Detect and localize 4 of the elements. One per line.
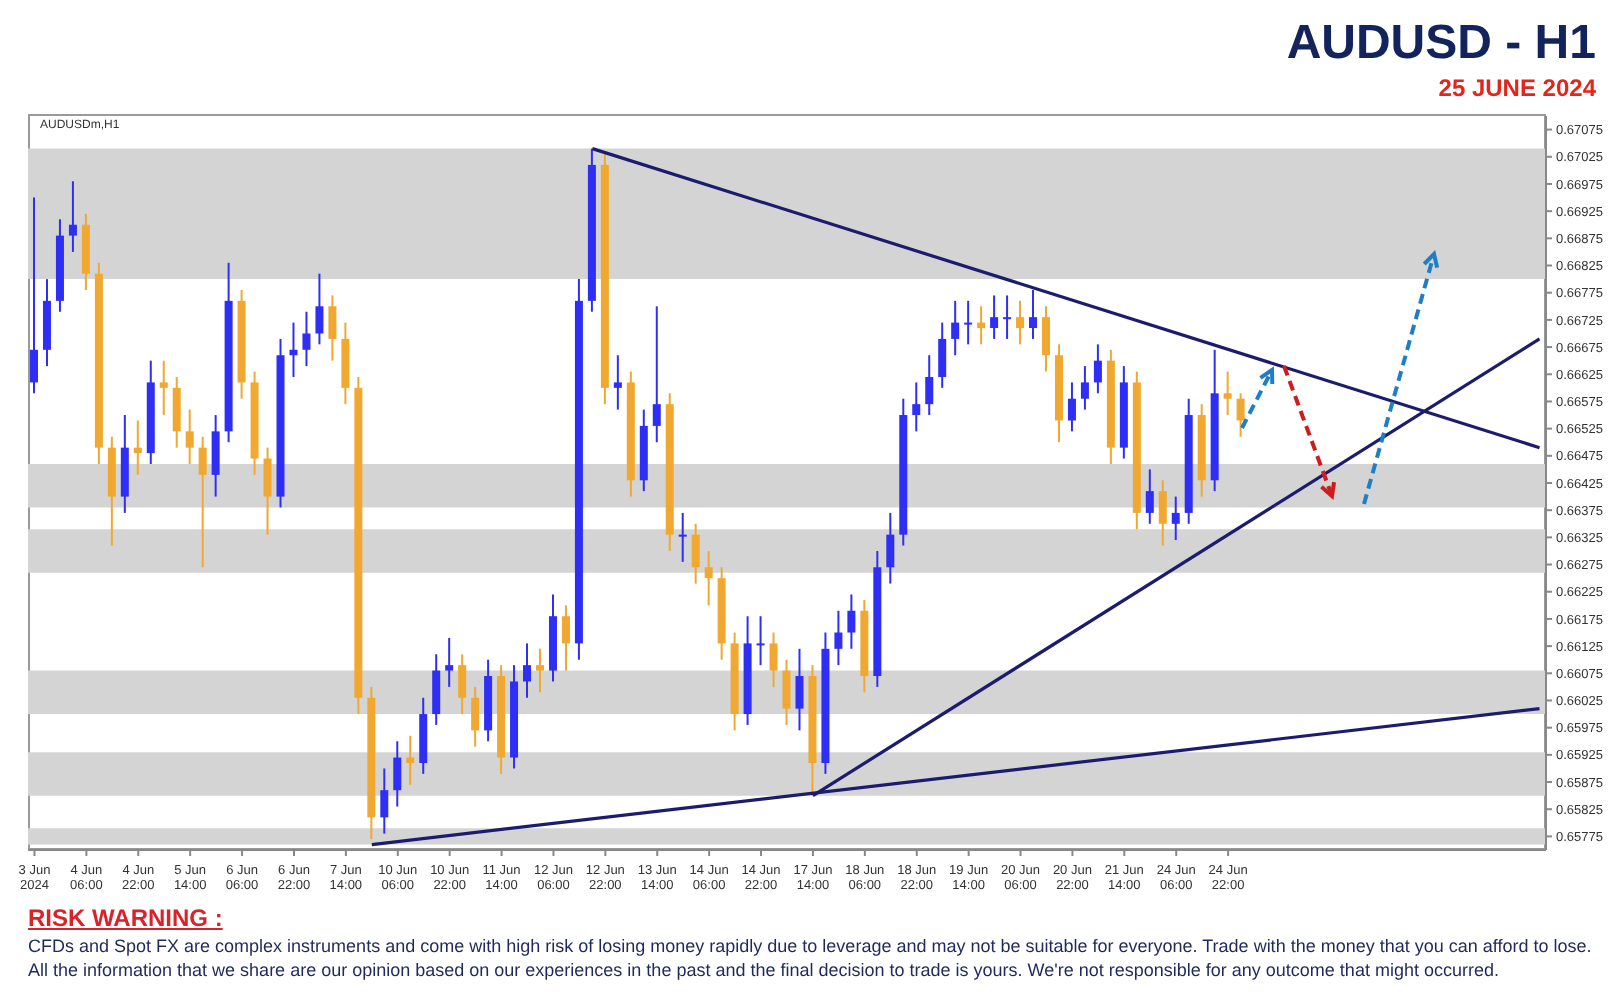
text: RISK WARNING : bbox=[28, 904, 223, 932]
chart-title: AUDUSD - H1 bbox=[1286, 16, 1596, 72]
text: CFDs and Spot FX are complex instruments and come with high risk of losing money rapidly due to leverage and may not be suitable for everyone. Trade with the money that you can afford to lose. All the information that we share are our opinion based on our experiences in the past and the final decision to trade is yours. We're not responsible for any outcome that might occurred. bbox=[28, 936, 1594, 982]
chart-subtitle: 25 JUNE 2024 bbox=[1438, 74, 1596, 102]
